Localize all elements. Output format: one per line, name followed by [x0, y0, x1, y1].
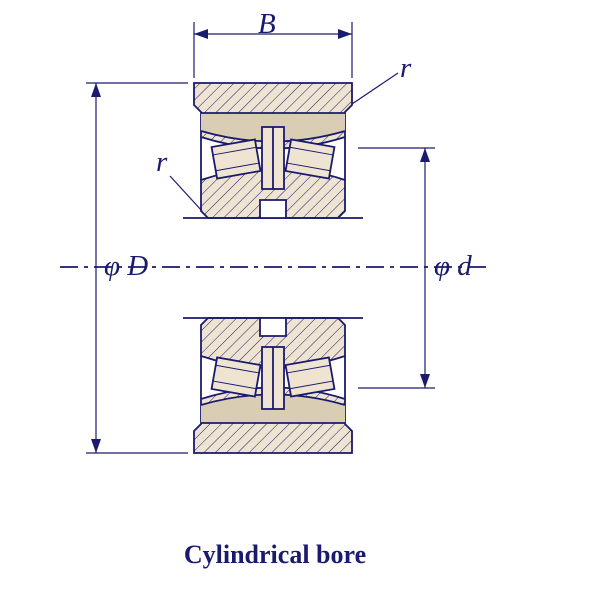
label-r-top: r	[400, 52, 411, 85]
label-d: φ d	[434, 250, 472, 283]
label-D: φ D	[104, 250, 148, 283]
diagram-container: B r r φ D φ d Cylindrical bore	[0, 0, 600, 600]
label-B: B	[258, 8, 276, 41]
label-r-side: r	[156, 146, 167, 179]
caption: Cylindrical bore	[0, 540, 550, 570]
bearing-diagram	[0, 0, 600, 600]
